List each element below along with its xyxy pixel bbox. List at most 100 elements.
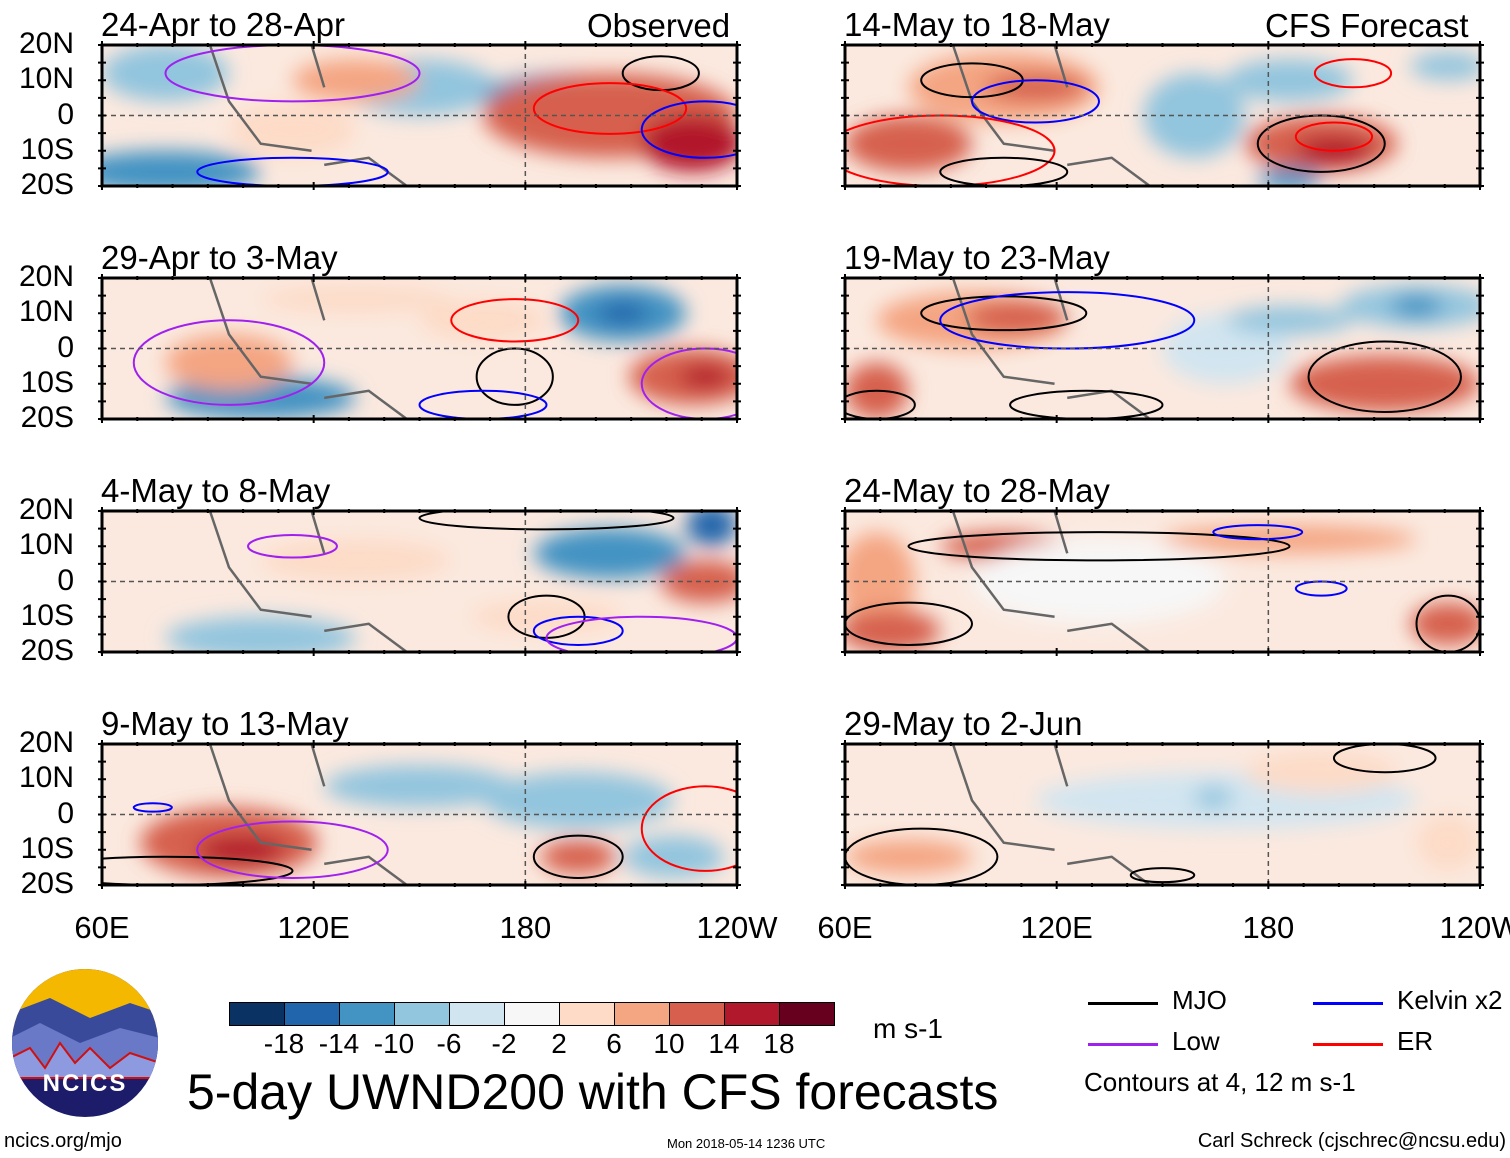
ncics-logo: NCICS [12, 969, 158, 1117]
y-tick-label: 20S [20, 168, 74, 201]
colorbar-label: 6 [606, 1028, 622, 1059]
wave-contour [1332, 744, 1437, 774]
map-panel [841, 41, 1484, 190]
colorbar-swatch [394, 1002, 450, 1026]
timestamp: Mon 2018-05-14 1236 UTC [667, 1136, 826, 1151]
legend-label: ER [1397, 1026, 1434, 1056]
x-tick-label: 120E [277, 910, 350, 945]
panel-title: 14-May to 18-May [844, 6, 1110, 43]
legend-line [1088, 1002, 1158, 1005]
y-tick-label: 20N [18, 27, 74, 60]
legend-line [1313, 1002, 1383, 1005]
wave-contour [971, 79, 1100, 124]
figure-title: 5-day UWND200 with CFS forecasts [187, 1064, 999, 1120]
wave-contour [640, 785, 737, 872]
url-label[interactable]: ncics.org/mjo [4, 1130, 122, 1152]
y-tick-label: 0 [57, 563, 74, 597]
coastline [208, 744, 408, 885]
map-panel [841, 740, 1484, 889]
panel-title: 19-May to 23-May [844, 239, 1110, 276]
anomaly-region [292, 59, 420, 102]
colorbar-label: -6 [436, 1028, 462, 1059]
wave-contour [939, 291, 1196, 350]
anomaly-region [845, 532, 915, 631]
wave-contour [1294, 580, 1348, 597]
wave-contour [132, 802, 173, 813]
anomaly-region [965, 300, 1068, 335]
x-tick-label: 120W [696, 910, 778, 945]
anomaly-region [679, 365, 731, 388]
anomaly-region [845, 839, 972, 874]
y-tick-label: 10N [18, 295, 74, 329]
colorbar-swatch [669, 1002, 725, 1026]
y-tick-label: 20S [20, 401, 74, 434]
coastline [208, 511, 408, 652]
anomaly-region [1194, 786, 1233, 809]
wave-contour [475, 347, 554, 406]
y-tick-label: 10S [20, 132, 74, 166]
x-tick-label: 180 [1242, 910, 1295, 945]
panel-title: 29-May to 2-Jun [844, 705, 1083, 742]
colorbar-label: -14 [318, 1028, 360, 1059]
wave-contour [418, 511, 675, 531]
anomaly-region [1162, 525, 1417, 554]
colorbar-label: 18 [763, 1028, 795, 1059]
coastline [951, 744, 1151, 885]
legend-label: Kelvin x2 [1397, 985, 1503, 1015]
y-tick-label: 10N [18, 761, 74, 795]
anomaly-region [1226, 59, 1353, 102]
x-tick-label: 120E [1020, 910, 1093, 945]
wave-contour [845, 114, 1056, 186]
wave-contour [845, 601, 973, 646]
units-label: m s-1 [873, 1013, 943, 1044]
colorbar-swatch [449, 1002, 505, 1026]
contour-note: Contours at 4, 12 m s-1 [1084, 1067, 1356, 1097]
colorbar-label: -10 [373, 1028, 415, 1059]
wave-contour [532, 834, 624, 879]
coastline [951, 45, 1151, 186]
wave-contour [132, 319, 326, 406]
y-tick-label: 10S [20, 831, 74, 865]
wave-contour [247, 533, 338, 559]
coastline [208, 278, 408, 419]
wave-contour [450, 298, 580, 343]
wave-contour [1415, 594, 1480, 652]
panel-title: 29-Apr to 3-May [101, 239, 338, 276]
colorbar-label: 2 [551, 1028, 567, 1059]
anomaly-region [1289, 355, 1480, 412]
colorbar-swatch [614, 1002, 670, 1026]
legend-line [1088, 1043, 1158, 1046]
legend-line [1313, 1043, 1383, 1046]
colorbar-label: -2 [491, 1028, 517, 1059]
y-tick-label: 20N [18, 726, 74, 759]
svg-text:NCICS: NCICS [43, 1070, 128, 1097]
legend-label: Low [1172, 1026, 1220, 1056]
wave-contour [1256, 114, 1386, 173]
anomaly-region [1226, 306, 1353, 335]
y-tick-label: 20N [18, 260, 74, 293]
y-tick-label: 0 [57, 97, 74, 131]
anomaly-region [540, 839, 617, 874]
anomaly-region [1257, 167, 1322, 186]
panel-title: 9-May to 13-May [101, 705, 349, 742]
anomaly-region [419, 299, 547, 342]
map-panel [841, 274, 1484, 423]
anomaly-region [1410, 52, 1480, 81]
map-panel [98, 274, 741, 423]
map-panel [98, 41, 741, 190]
anomaly-region [984, 73, 1087, 102]
colorbar-swatch [339, 1002, 395, 1026]
y-tick-label: 10N [18, 528, 74, 562]
map-panel [98, 740, 741, 889]
anomaly-region [483, 772, 674, 829]
y-tick-label: 20S [20, 634, 74, 667]
panel-title: 24-Apr to 28-Apr [101, 6, 345, 43]
forecast-header: CFS Forecast [1265, 7, 1469, 44]
anomaly-region [1416, 814, 1480, 871]
map-panel [98, 507, 741, 656]
y-tick-label: 0 [57, 330, 74, 364]
colorbar-swatch [724, 1002, 780, 1026]
anomaly-region [1245, 751, 1398, 794]
anomaly-region [260, 285, 452, 314]
